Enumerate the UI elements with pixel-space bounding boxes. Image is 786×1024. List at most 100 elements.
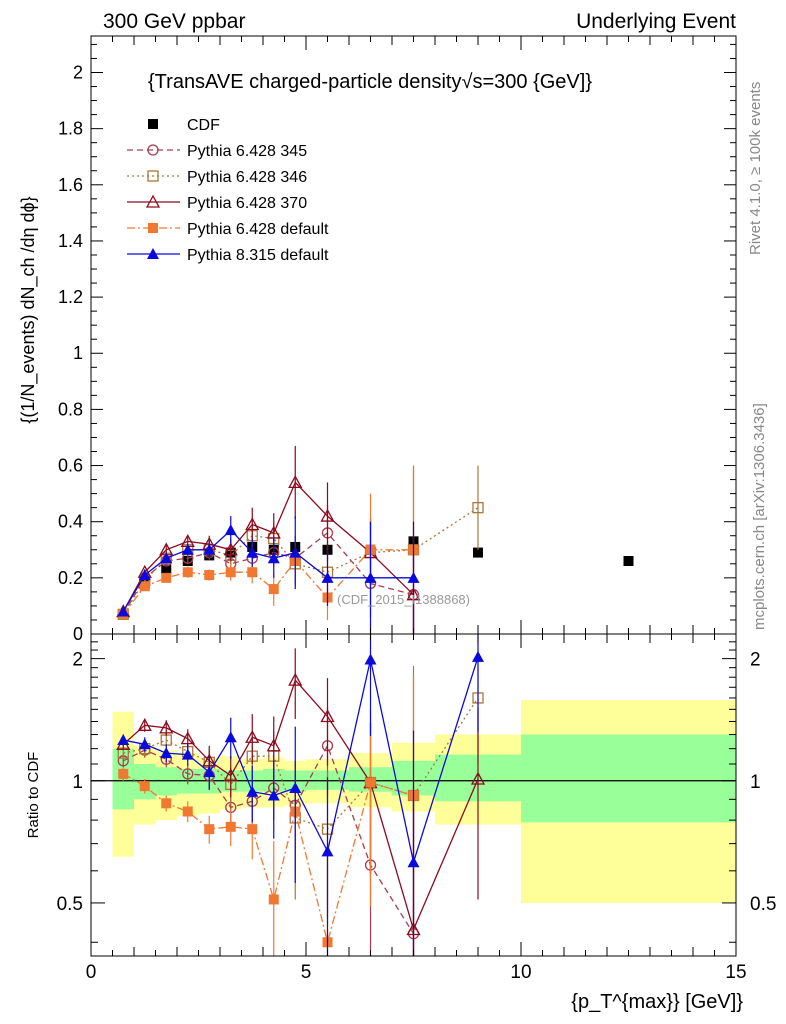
- ratio-point-pythia-8-315-default: [160, 747, 173, 759]
- main-point-pythia-6-428-370: [223, 542, 238, 556]
- legend: CDF Pythia 6.428 345 Pythia 6.428 346 Pythi…: [127, 117, 329, 264]
- ratio-point-pythia-6-428-345: [182, 768, 194, 780]
- main-point-cdf: [623, 556, 634, 567]
- x-axis-label: {p_T^{max}} [GeV]}: [571, 991, 743, 1013]
- ratio-point-pythia-6-428-370: [137, 717, 152, 731]
- y-tick-label: 0.4: [58, 512, 83, 532]
- legend-marker-pythia-6-428-346: [147, 170, 159, 182]
- ratio-point-pythia-6-428-default: [118, 768, 129, 779]
- main-series-pythia-6-428-346: [117, 465, 484, 634]
- ratio-point-pythia-6-428-370: [266, 738, 281, 752]
- legend-marker-pythia-6-428-default: [148, 223, 158, 233]
- y-tick-label: 2: [73, 62, 83, 82]
- main-point-pythia-8-315-default: [138, 569, 151, 581]
- legend-label-pythia-8-315-default: Pythia 8.315 default: [187, 247, 329, 264]
- plot-title: {TransAVE charged-particle density√s=300…: [148, 71, 592, 93]
- ratio-point-pythia-8-315-default: [364, 653, 377, 665]
- y-tick-label: 1.2: [58, 287, 83, 307]
- ratio-y-tick-label: 0.5: [57, 894, 83, 915]
- ratio-point-pythia-6-428-default: [268, 894, 279, 905]
- x-tick-label: 0: [86, 962, 97, 983]
- ratio-point-pythia-6-428-default: [365, 777, 376, 788]
- main-point-pythia-8-315-default: [203, 543, 216, 555]
- main-line-pythia-6-428-370: [122, 481, 414, 612]
- main-point-pythia-8-315-default: [246, 546, 259, 558]
- ratio-y-tick-label: 1: [72, 772, 83, 793]
- main-series-pythia-8-315-default: [117, 516, 420, 634]
- x-tick-label: 15: [725, 962, 746, 983]
- y-tick-label: 1: [73, 343, 83, 363]
- ratio-panel: 0.5 0.5 1 1 2 2 0 5 10 15 Ratio to CDF {p_T^{max}…: [25, 633, 776, 1013]
- ratio-point-pythia-8-315-default: [203, 766, 216, 778]
- ratio-point-pythia-6-428-370: [223, 768, 238, 782]
- main-point-pythia-6-428-370: [288, 475, 303, 489]
- main-panel: (CDF_2015_I1388868) {TransAVE charged-pa…: [18, 35, 737, 644]
- main-point-pythia-6-428-default: [161, 572, 172, 583]
- ratio-y-tick-label-right: 0.5: [750, 894, 776, 915]
- ratio-point-pythia-6-428-370: [180, 731, 195, 745]
- legend-marker-pythia-6-428-345: [147, 144, 159, 156]
- main-point-pythia-6-428-default: [268, 584, 279, 595]
- main-point-cdf: [473, 547, 483, 558]
- main-point-pythia-8-315-default: [364, 571, 377, 583]
- ratio-point-pythia-6-428-370: [245, 729, 260, 743]
- main-point-pythia-6-428-370: [320, 508, 335, 522]
- main-point-pythia-8-315-default: [289, 546, 302, 558]
- legend-marker-pythia-6-428-370: [145, 194, 161, 208]
- ratio-point-pythia-6-428-default: [225, 821, 236, 832]
- ratio-line-pythia-6-428-default: [122, 773, 414, 943]
- ratio-point-pythia-6-428-370: [288, 672, 303, 686]
- main-point-pythia-8-315-default: [267, 552, 280, 564]
- header-right: Underlying Event: [576, 10, 736, 33]
- ratio-point-pythia-8-315-default: [181, 748, 194, 760]
- y-tick-label: 1.6: [58, 175, 83, 195]
- legend-marker-cdf: [148, 119, 158, 129]
- main-point-pythia-6-428-370: [245, 517, 260, 531]
- cdf-uncertainty-band-inner: [521, 734, 736, 823]
- ratio-point-pythia-8-315-default: [224, 731, 237, 743]
- y-axis-label: {(1/N_events) dN_ch /dη dϕ}: [18, 196, 39, 423]
- main-point-pythia-8-315-default: [181, 543, 194, 555]
- ratio-point-pythia-6-428-370: [159, 720, 174, 734]
- mcplots-label: mcplots.cern.ch [arXiv:1306.3436]: [751, 403, 768, 630]
- ratio-point-pythia-6-428-default: [139, 781, 150, 792]
- legend-label-cdf: CDF: [187, 117, 220, 134]
- main-point-pythia-6-428-default: [139, 581, 150, 592]
- ratio-point-pythia-8-315-default: [267, 789, 280, 801]
- main-point-pythia-8-315-default: [224, 524, 237, 536]
- ratio-series-pythia-8-315-default: [117, 634, 484, 956]
- main-point-pythia-6-428-default: [204, 570, 215, 581]
- y-tick-label: 1.8: [58, 119, 83, 139]
- ratio-point-pythia-8-315-default: [321, 845, 334, 857]
- x-tick-label: 5: [301, 962, 312, 983]
- ratio-point-pythia-6-428-default: [161, 798, 172, 809]
- main-point-pythia-8-315-default: [160, 552, 173, 564]
- ratio-y-tick-label-right: 1: [750, 772, 761, 793]
- ratio-point-pythia-8-315-default: [117, 734, 130, 746]
- ratio-point-pythia-8-315-default: [407, 856, 420, 868]
- ratio-point-pythia-6-428-default: [182, 806, 193, 817]
- main-point-pythia-6-428-default: [182, 567, 193, 578]
- ratio-point-pythia-8-315-default: [289, 781, 302, 793]
- ratio-panel-frame: [90, 633, 737, 957]
- legend-label-pythia-6-428-default: Pythia 6.428 default: [187, 221, 329, 238]
- ratio-point-pythia-8-315-default: [246, 785, 259, 797]
- y-tick-label: 0.8: [58, 399, 83, 419]
- main-point-pythia-8-315-default: [117, 605, 130, 617]
- y-tick-label: 1.4: [58, 231, 83, 251]
- y-tick-label: 0.6: [58, 456, 83, 476]
- ratio-point-pythia-6-428-default: [204, 824, 215, 835]
- legend-label-pythia-6-428-370: Pythia 6.428 370: [187, 195, 307, 212]
- ratio-point-pythia-6-428-370: [320, 709, 335, 723]
- legend-label-pythia-6-428-345: Pythia 6.428 345: [187, 143, 307, 160]
- main-point-pythia-6-428-346: [472, 502, 484, 514]
- rivet-label: Rivet 4.1.0, ≥ 100k events: [747, 82, 764, 255]
- ratio-point-pythia-8-315-default: [472, 650, 484, 662]
- main-point-pythia-8-315-default: [321, 571, 334, 583]
- legend-marker-pythia-8-315-default: [147, 248, 159, 259]
- y-tick-label: 0: [73, 624, 83, 644]
- ratio-point-pythia-6-428-default: [247, 824, 258, 835]
- y-tick-label: 0.2: [58, 568, 83, 588]
- main-point-pythia-6-428-370: [266, 525, 281, 539]
